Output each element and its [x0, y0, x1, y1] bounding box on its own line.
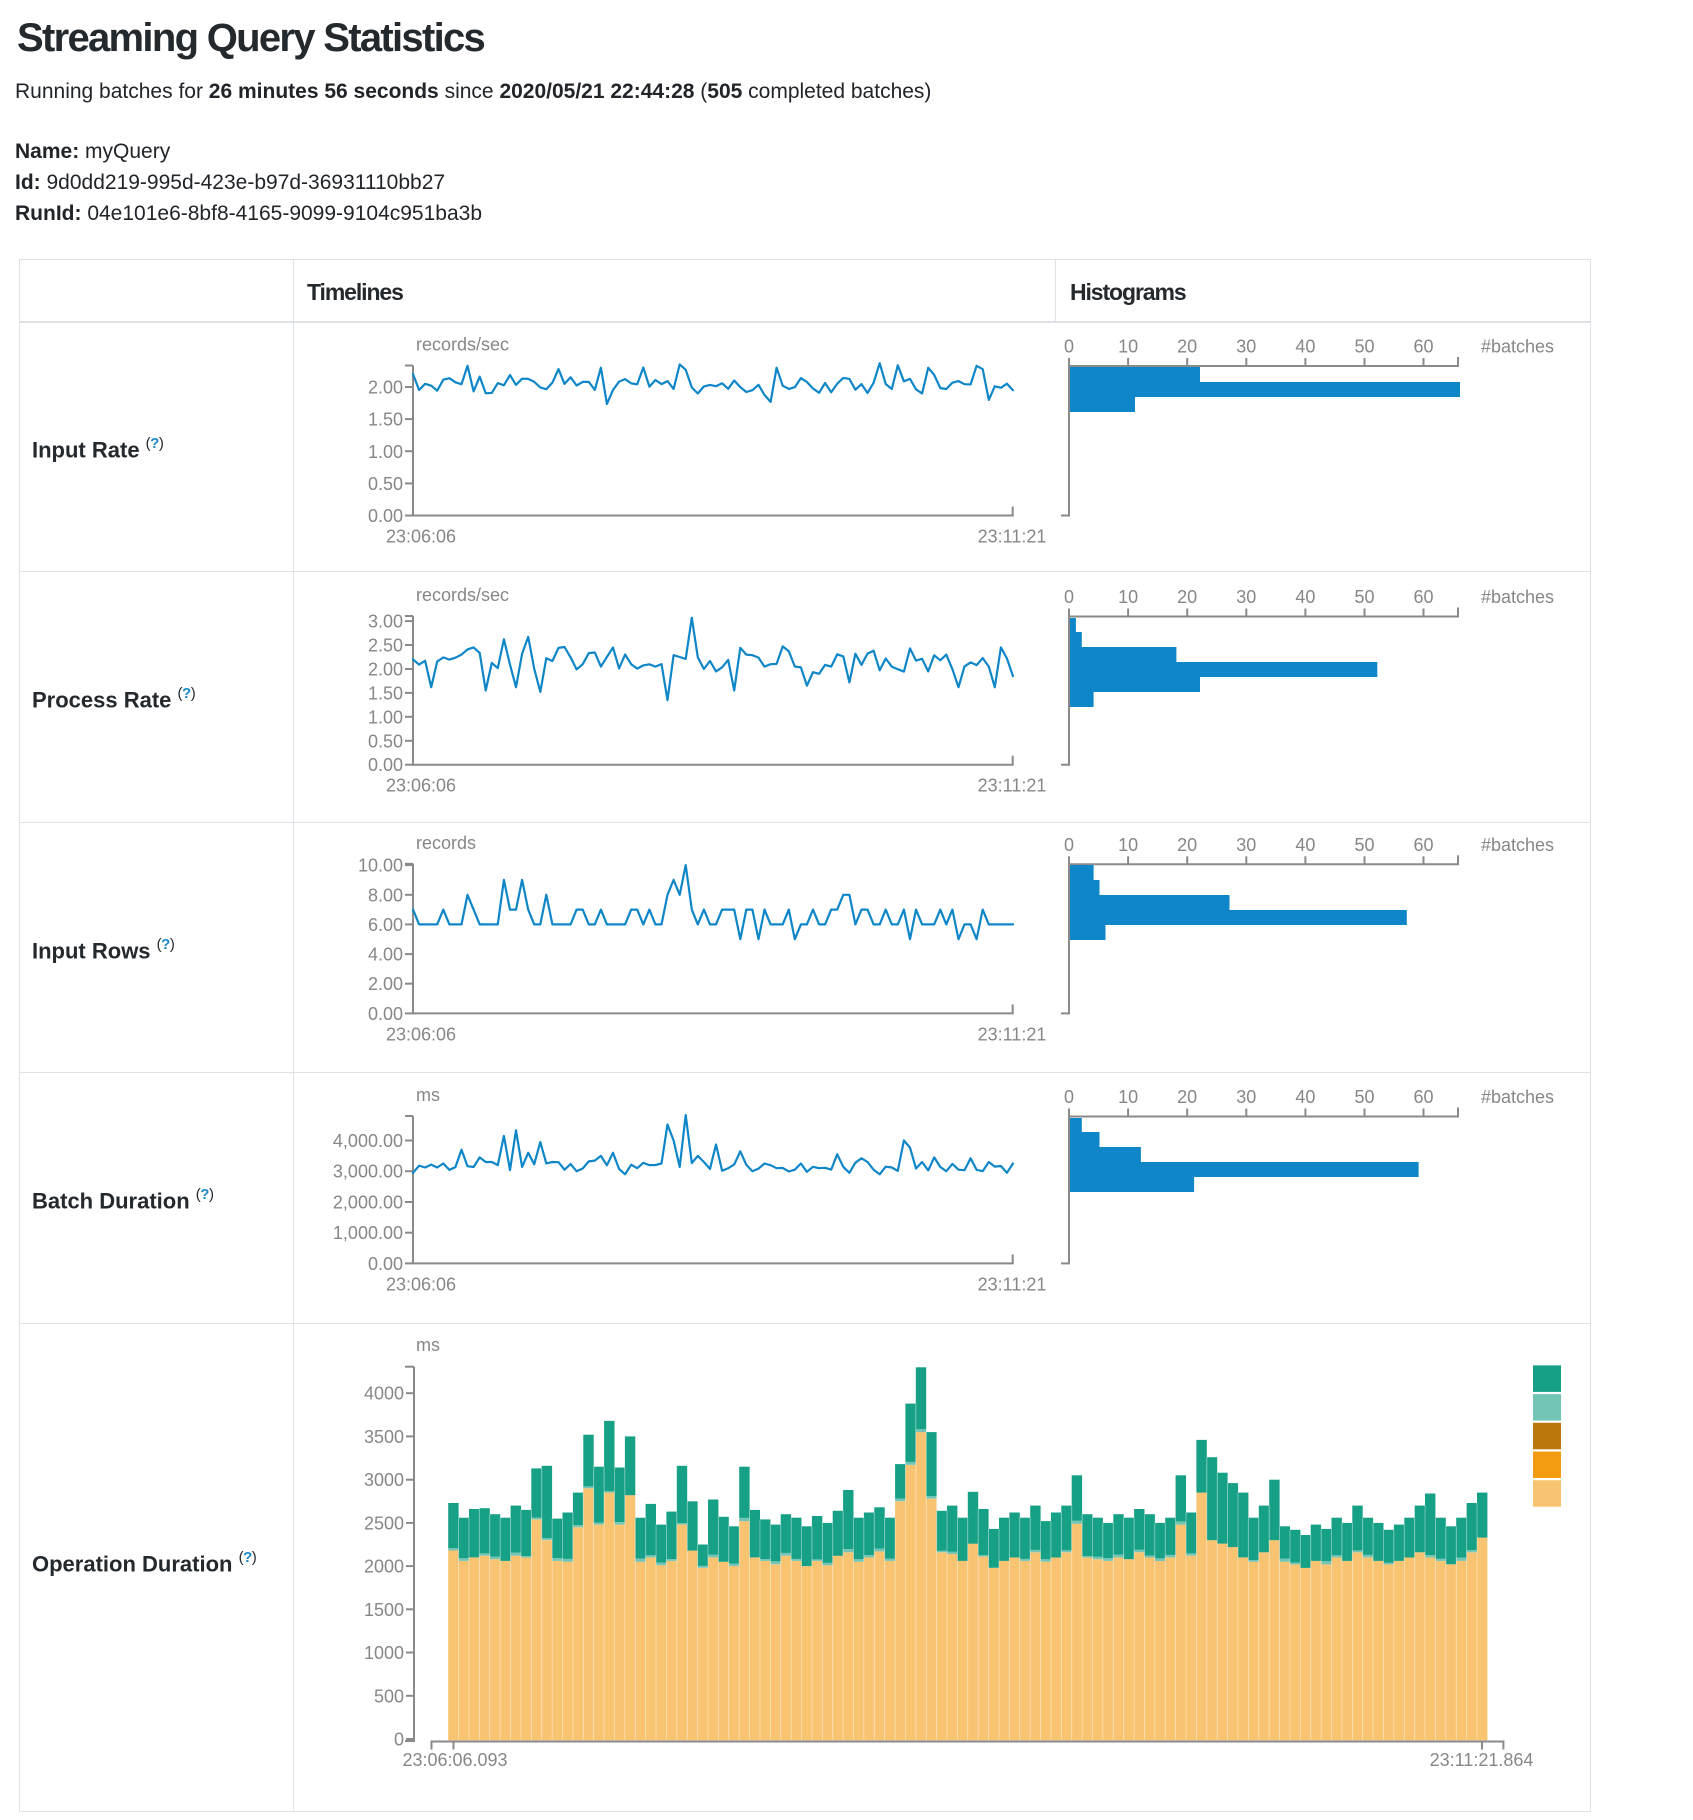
svg-text:2000: 2000: [364, 1557, 404, 1577]
svg-text:#batches: #batches: [1481, 337, 1554, 357]
svg-text:#batches: #batches: [1481, 587, 1554, 607]
svg-text:50: 50: [1354, 587, 1374, 607]
svg-text:2.50: 2.50: [368, 636, 403, 656]
svg-text:23:11:21: 23:11:21: [978, 776, 1047, 796]
svg-text:500: 500: [374, 1686, 404, 1706]
svg-text:23:06:06: 23:06:06: [386, 1274, 456, 1294]
svg-text:23:11:21: 23:11:21: [978, 527, 1047, 547]
svg-text:30: 30: [1236, 1087, 1256, 1107]
svg-text:23:06:06.093: 23:06:06.093: [402, 1750, 507, 1770]
svg-text:0: 0: [1064, 587, 1074, 607]
svg-text:60: 60: [1413, 337, 1433, 357]
svg-text:0.50: 0.50: [368, 474, 403, 494]
svg-text:0.00: 0.00: [368, 755, 403, 775]
svg-text:0.00: 0.00: [368, 506, 403, 526]
svg-text:1500: 1500: [364, 1600, 404, 1620]
svg-text:30: 30: [1236, 337, 1256, 357]
svg-text:ms: ms: [416, 1335, 440, 1355]
svg-text:3,000.00: 3,000.00: [333, 1162, 403, 1182]
svg-text:records/sec: records/sec: [416, 585, 509, 605]
svg-text:23:06:06: 23:06:06: [386, 776, 456, 796]
svg-text:0: 0: [394, 1730, 404, 1750]
svg-text:10: 10: [1118, 587, 1138, 607]
svg-text:4000: 4000: [364, 1384, 404, 1404]
svg-text:0: 0: [1064, 1087, 1074, 1107]
svg-text:10: 10: [1118, 1087, 1138, 1107]
svg-text:0.00: 0.00: [368, 1004, 403, 1024]
svg-text:2.00: 2.00: [368, 660, 403, 680]
svg-text:4,000.00: 4,000.00: [333, 1131, 403, 1151]
svg-text:20: 20: [1177, 835, 1197, 855]
svg-text:0.50: 0.50: [368, 731, 403, 751]
svg-text:23:11:21.864: 23:11:21.864: [1430, 1750, 1534, 1770]
svg-text:40: 40: [1295, 1087, 1315, 1107]
svg-text:50: 50: [1354, 1087, 1374, 1107]
svg-text:2500: 2500: [364, 1513, 404, 1533]
svg-text:23:11:21: 23:11:21: [978, 1274, 1047, 1294]
svg-text:1000: 1000: [364, 1643, 404, 1663]
svg-text:0: 0: [1064, 835, 1074, 855]
svg-text:10: 10: [1118, 337, 1138, 357]
svg-text:40: 40: [1295, 337, 1315, 357]
svg-text:1.50: 1.50: [368, 683, 403, 703]
svg-text:30: 30: [1236, 587, 1256, 607]
svg-text:23:11:21: 23:11:21: [978, 1024, 1047, 1044]
svg-text:2.00: 2.00: [368, 974, 403, 994]
svg-text:1.00: 1.00: [368, 442, 403, 462]
svg-text:30: 30: [1236, 835, 1256, 855]
svg-text:0: 0: [1064, 337, 1074, 357]
svg-text:3500: 3500: [364, 1427, 404, 1447]
svg-text:20: 20: [1177, 587, 1197, 607]
svg-text:ms: ms: [416, 1085, 440, 1105]
svg-text:1.50: 1.50: [368, 410, 403, 430]
svg-text:60: 60: [1413, 587, 1433, 607]
svg-text:40: 40: [1295, 835, 1315, 855]
svg-text:20: 20: [1177, 1087, 1197, 1107]
svg-text:20: 20: [1177, 337, 1197, 357]
svg-text:60: 60: [1413, 1087, 1433, 1107]
svg-text:40: 40: [1295, 587, 1315, 607]
svg-text:3000: 3000: [364, 1470, 404, 1490]
svg-text:0.00: 0.00: [368, 1254, 403, 1274]
svg-text:10: 10: [1118, 835, 1138, 855]
svg-text:3.00: 3.00: [368, 612, 403, 632]
svg-text:records/sec: records/sec: [416, 335, 509, 355]
svg-text:#batches: #batches: [1481, 1087, 1554, 1107]
svg-text:23:06:06: 23:06:06: [386, 527, 456, 547]
svg-text:#batches: #batches: [1481, 835, 1554, 855]
svg-text:1,000.00: 1,000.00: [333, 1223, 403, 1243]
svg-text:2.00: 2.00: [368, 378, 403, 398]
svg-text:2,000.00: 2,000.00: [333, 1193, 403, 1213]
svg-text:50: 50: [1354, 337, 1374, 357]
svg-text:records: records: [416, 833, 476, 853]
svg-text:8.00: 8.00: [368, 885, 403, 905]
svg-text:50: 50: [1354, 835, 1374, 855]
svg-text:10.00: 10.00: [358, 856, 403, 876]
svg-text:6.00: 6.00: [368, 915, 403, 935]
svg-text:23:06:06: 23:06:06: [386, 1024, 456, 1044]
svg-text:1.00: 1.00: [368, 707, 403, 727]
svg-text:60: 60: [1413, 835, 1433, 855]
svg-text:4.00: 4.00: [368, 945, 403, 965]
